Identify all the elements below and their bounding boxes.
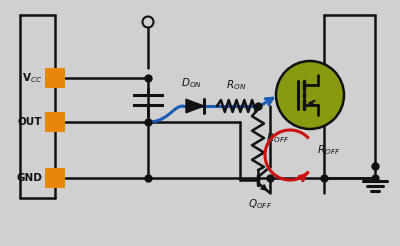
- Polygon shape: [186, 99, 204, 113]
- Text: GND: GND: [16, 173, 42, 183]
- Circle shape: [276, 61, 344, 129]
- Text: D$_{ON}$: D$_{ON}$: [182, 76, 202, 90]
- Text: V$_{CC}$: V$_{CC}$: [22, 71, 42, 85]
- Text: R$_{OFF}$: R$_{OFF}$: [317, 143, 340, 157]
- Text: Q$_{OFF}$: Q$_{OFF}$: [248, 197, 272, 211]
- Bar: [45, 112, 65, 132]
- Text: R$_{ON}$: R$_{ON}$: [226, 78, 247, 92]
- Text: R$_{OFF}$: R$_{OFF}$: [266, 131, 290, 145]
- Bar: [45, 168, 65, 188]
- Text: OUT: OUT: [18, 117, 42, 127]
- Bar: [45, 68, 65, 88]
